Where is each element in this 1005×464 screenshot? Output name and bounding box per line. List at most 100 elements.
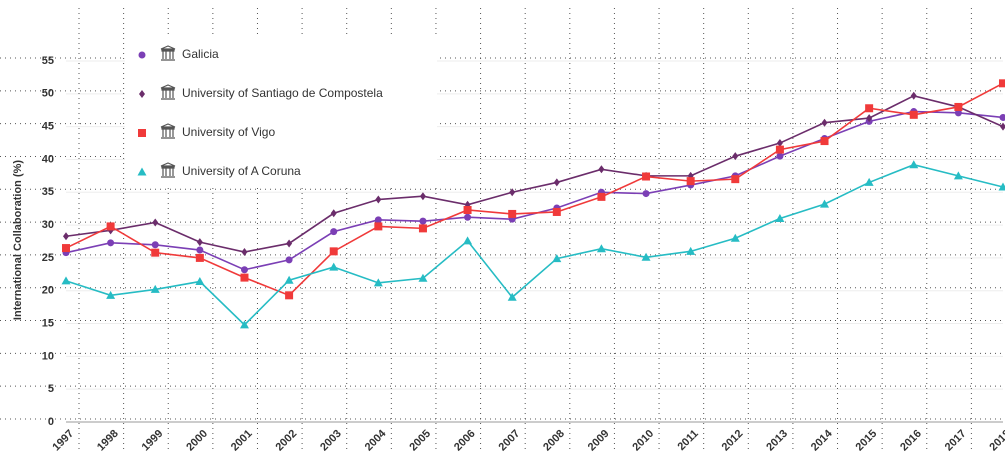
point [954, 109, 962, 117]
legend-label: Galicia [182, 47, 219, 61]
x-tick-label: 2012 [720, 428, 746, 454]
y-tick-label: 55 [42, 55, 54, 67]
point [730, 233, 740, 242]
point [552, 207, 561, 216]
point [374, 216, 382, 224]
x-tick-label: 2010 [630, 428, 656, 454]
point [509, 188, 516, 197]
point [374, 222, 383, 231]
point [106, 222, 115, 231]
point [820, 199, 830, 208]
legend-icon [160, 123, 176, 139]
point [373, 278, 383, 287]
point [732, 152, 739, 161]
y-tick-label: 35 [42, 186, 54, 198]
point [239, 320, 249, 329]
point [597, 192, 606, 201]
point [418, 224, 427, 233]
point [241, 248, 248, 257]
point [821, 118, 828, 127]
point [775, 145, 784, 154]
point [195, 253, 204, 262]
x-tick-label: 1997 [50, 428, 76, 454]
y-tick-label: 50 [42, 88, 54, 100]
y-axis-label: International Collaboration (%) [12, 160, 24, 320]
y-tick-label: 0 [48, 416, 54, 428]
point [731, 175, 740, 184]
point [195, 277, 205, 286]
x-tick-label: 2009 [586, 428, 612, 454]
point [776, 152, 784, 160]
point [642, 190, 650, 198]
x-tick-label: 2017 [943, 428, 969, 454]
legend-label: University of Santiago de Compostela [182, 86, 383, 100]
point [150, 284, 160, 293]
point [151, 241, 159, 249]
point [507, 292, 517, 301]
point [463, 236, 473, 245]
x-tick-label: 2015 [854, 428, 880, 454]
point [686, 177, 695, 186]
point [910, 91, 917, 100]
x-tick-label: 2014 [809, 427, 835, 453]
point [419, 217, 427, 225]
x-tick-label: 1999 [140, 428, 166, 454]
y-tick-label: 45 [42, 121, 54, 133]
point [552, 254, 562, 263]
series-line [65, 94, 1004, 253]
point [284, 275, 294, 284]
x-tick-label: 2005 [407, 428, 433, 454]
x-tick-label: 2008 [541, 428, 567, 454]
x-tick-label: 2011 [675, 428, 700, 453]
point [137, 167, 147, 176]
y-tick-label: 25 [42, 252, 54, 264]
point [418, 273, 428, 282]
point [820, 137, 829, 146]
x-tick-label: 2004 [363, 427, 389, 453]
point [954, 102, 963, 111]
point [152, 218, 159, 227]
point [286, 239, 293, 248]
point [642, 172, 651, 181]
point [285, 256, 293, 264]
x-tick-label: 2013 [764, 428, 790, 454]
x-tick-label: 2000 [184, 428, 210, 454]
point [953, 171, 963, 180]
point [240, 273, 249, 282]
point [775, 214, 785, 223]
point [464, 213, 472, 221]
point [139, 90, 145, 98]
legend-background [125, 38, 437, 188]
point [107, 239, 115, 247]
legend-label: University of Vigo [182, 125, 275, 139]
point [998, 182, 1005, 191]
point [196, 246, 204, 254]
point [598, 165, 605, 174]
legend: Galicia University of Santiago de Compost… [125, 38, 437, 188]
point [864, 177, 874, 186]
point [329, 262, 339, 271]
legend-icon [160, 84, 176, 100]
point [285, 291, 294, 300]
point [196, 238, 203, 247]
point [909, 110, 918, 119]
y-tick-label: 15 [42, 317, 54, 329]
point [596, 244, 606, 253]
point [330, 209, 337, 218]
point [463, 205, 472, 214]
point [106, 290, 116, 299]
legend-icon [160, 45, 176, 61]
x-tick-label: 1998 [95, 428, 121, 454]
series-line [65, 82, 1004, 297]
point [776, 139, 783, 148]
x-tick-label: 2003 [318, 428, 344, 454]
point [138, 51, 146, 59]
point [553, 178, 560, 187]
point [240, 266, 248, 274]
x-tick-label: 2018 [987, 428, 1005, 454]
point [508, 209, 517, 218]
x-tick-label: 2006 [452, 428, 478, 454]
point [641, 252, 651, 261]
point [375, 195, 382, 204]
